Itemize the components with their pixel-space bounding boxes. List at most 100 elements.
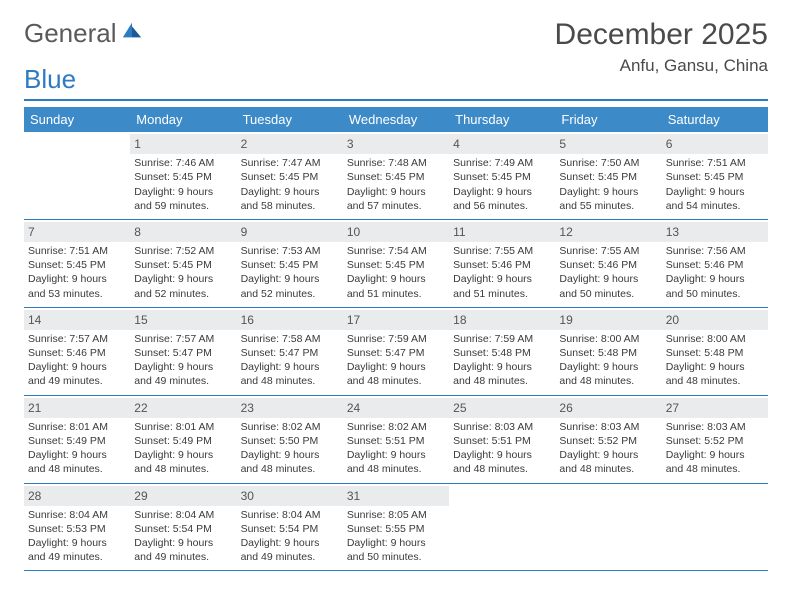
sunrise-text: Sunrise: 7:48 AM bbox=[347, 156, 445, 170]
day-number: 28 bbox=[24, 486, 130, 506]
sunrise-text: Sunrise: 7:47 AM bbox=[241, 156, 339, 170]
daylight-text: Daylight: 9 hours and 48 minutes. bbox=[666, 448, 764, 476]
day-cell: 21Sunrise: 8:01 AMSunset: 5:49 PMDayligh… bbox=[24, 396, 130, 483]
daylight-text: Daylight: 9 hours and 53 minutes. bbox=[28, 272, 126, 300]
daylight-text: Daylight: 9 hours and 56 minutes. bbox=[453, 185, 551, 213]
day-number: 21 bbox=[24, 398, 130, 418]
day-cell bbox=[24, 132, 130, 219]
day-number: 17 bbox=[343, 310, 449, 330]
day-number: 19 bbox=[555, 310, 661, 330]
sunrise-text: Sunrise: 8:04 AM bbox=[241, 508, 339, 522]
daylight-text: Daylight: 9 hours and 48 minutes. bbox=[559, 448, 657, 476]
day-number: 22 bbox=[130, 398, 236, 418]
day-number bbox=[662, 486, 768, 490]
day-cell: 8Sunrise: 7:52 AMSunset: 5:45 PMDaylight… bbox=[130, 220, 236, 307]
day-cell: 2Sunrise: 7:47 AMSunset: 5:45 PMDaylight… bbox=[237, 132, 343, 219]
sunrise-text: Sunrise: 7:53 AM bbox=[241, 244, 339, 258]
sunset-text: Sunset: 5:52 PM bbox=[666, 434, 764, 448]
month-title: December 2025 bbox=[555, 18, 768, 52]
day-number: 18 bbox=[449, 310, 555, 330]
weeks-container: 1Sunrise: 7:46 AMSunset: 5:45 PMDaylight… bbox=[24, 132, 768, 571]
day-cell bbox=[449, 484, 555, 571]
sunrise-text: Sunrise: 7:56 AM bbox=[666, 244, 764, 258]
sunset-text: Sunset: 5:52 PM bbox=[559, 434, 657, 448]
sunrise-text: Sunrise: 8:04 AM bbox=[28, 508, 126, 522]
sunrise-text: Sunrise: 7:46 AM bbox=[134, 156, 232, 170]
day-cell: 19Sunrise: 8:00 AMSunset: 5:48 PMDayligh… bbox=[555, 308, 661, 395]
day-cell: 7 Sunrise: 7:51 AMSunset: 5:45 PMDaylight… bbox=[24, 220, 130, 307]
sunset-text: Sunset: 5:45 PM bbox=[559, 170, 657, 184]
day-number: 9 bbox=[237, 222, 343, 242]
sunset-text: Sunset: 5:45 PM bbox=[28, 258, 126, 272]
day-cell: 23Sunrise: 8:02 AMSunset: 5:50 PMDayligh… bbox=[237, 396, 343, 483]
logo: General bbox=[24, 18, 145, 49]
day-number: 20 bbox=[662, 310, 768, 330]
sunset-text: Sunset: 5:53 PM bbox=[28, 522, 126, 536]
day-cell: 4Sunrise: 7:49 AMSunset: 5:45 PMDaylight… bbox=[449, 132, 555, 219]
sunrise-text: Sunrise: 7:59 AM bbox=[347, 332, 445, 346]
sunrise-text: Sunrise: 7:57 AM bbox=[134, 332, 232, 346]
logo-word-general: General bbox=[24, 18, 117, 49]
daylight-text: Daylight: 9 hours and 49 minutes. bbox=[28, 536, 126, 564]
day-number bbox=[449, 486, 555, 490]
daylight-text: Daylight: 9 hours and 49 minutes. bbox=[241, 536, 339, 564]
day-cell: 11Sunrise: 7:55 AMSunset: 5:46 PMDayligh… bbox=[449, 220, 555, 307]
day-number: 26 bbox=[555, 398, 661, 418]
day-cell: 17Sunrise: 7:59 AMSunset: 5:47 PMDayligh… bbox=[343, 308, 449, 395]
sunset-text: Sunset: 5:51 PM bbox=[347, 434, 445, 448]
sunrise-text: Sunrise: 7:52 AM bbox=[134, 244, 232, 258]
sunrise-text: Sunrise: 7:55 AM bbox=[559, 244, 657, 258]
day-number: 8 bbox=[130, 222, 236, 242]
daylight-text: Daylight: 9 hours and 48 minutes. bbox=[453, 448, 551, 476]
sunset-text: Sunset: 5:46 PM bbox=[559, 258, 657, 272]
day-number bbox=[555, 486, 661, 490]
sunrise-text: Sunrise: 7:59 AM bbox=[453, 332, 551, 346]
sunrise-text: Sunrise: 8:03 AM bbox=[453, 420, 551, 434]
dayhead-thu: Thursday bbox=[449, 107, 555, 132]
sunrise-text: Sunrise: 7:49 AM bbox=[453, 156, 551, 170]
sunset-text: Sunset: 5:54 PM bbox=[134, 522, 232, 536]
title-block: December 2025 Anfu, Gansu, China bbox=[555, 18, 768, 76]
sunrise-text: Sunrise: 8:00 AM bbox=[666, 332, 764, 346]
day-number: 25 bbox=[449, 398, 555, 418]
day-cell bbox=[662, 484, 768, 571]
sunset-text: Sunset: 5:45 PM bbox=[666, 170, 764, 184]
sunset-text: Sunset: 5:45 PM bbox=[134, 170, 232, 184]
daylight-text: Daylight: 9 hours and 54 minutes. bbox=[666, 185, 764, 213]
sunset-text: Sunset: 5:46 PM bbox=[666, 258, 764, 272]
day-cell: 3Sunrise: 7:48 AMSunset: 5:45 PMDaylight… bbox=[343, 132, 449, 219]
sunrise-text: Sunrise: 8:03 AM bbox=[559, 420, 657, 434]
day-number: 24 bbox=[343, 398, 449, 418]
header: General December 2025 Anfu, Gansu, China bbox=[24, 18, 768, 82]
sunset-text: Sunset: 5:48 PM bbox=[559, 346, 657, 360]
day-cell: 28 Sunrise: 8:04 AMSunset: 5:53 PMDayligh… bbox=[24, 484, 130, 571]
day-number: 7 bbox=[24, 222, 130, 242]
daylight-text: Daylight: 9 hours and 57 minutes. bbox=[347, 185, 445, 213]
daylight-text: Daylight: 9 hours and 51 minutes. bbox=[347, 272, 445, 300]
calendar: Sunday Monday Tuesday Wednesday Thursday… bbox=[24, 107, 768, 571]
dayhead-sat: Saturday bbox=[662, 107, 768, 132]
daylight-text: Daylight: 9 hours and 50 minutes. bbox=[347, 536, 445, 564]
sunset-text: Sunset: 5:46 PM bbox=[453, 258, 551, 272]
sunrise-text: Sunrise: 7:50 AM bbox=[559, 156, 657, 170]
sunrise-text: Sunrise: 8:03 AM bbox=[666, 420, 764, 434]
daylight-text: Daylight: 9 hours and 48 minutes. bbox=[666, 360, 764, 388]
day-number: 15 bbox=[130, 310, 236, 330]
sunrise-text: Sunrise: 7:51 AM bbox=[28, 244, 126, 258]
day-number: 16 bbox=[237, 310, 343, 330]
sunrise-text: Sunrise: 7:51 AM bbox=[666, 156, 764, 170]
sunset-text: Sunset: 5:49 PM bbox=[28, 434, 126, 448]
sunset-text: Sunset: 5:45 PM bbox=[347, 170, 445, 184]
day-number: 1 bbox=[130, 134, 236, 154]
day-number: 10 bbox=[343, 222, 449, 242]
sunset-text: Sunset: 5:55 PM bbox=[347, 522, 445, 536]
day-cell: 24Sunrise: 8:02 AMSunset: 5:51 PMDayligh… bbox=[343, 396, 449, 483]
day-cell: 9Sunrise: 7:53 AMSunset: 5:45 PMDaylight… bbox=[237, 220, 343, 307]
day-number: 13 bbox=[662, 222, 768, 242]
dayhead-tue: Tuesday bbox=[237, 107, 343, 132]
daylight-text: Daylight: 9 hours and 48 minutes. bbox=[559, 360, 657, 388]
header-rule bbox=[24, 99, 768, 101]
day-cell: 5Sunrise: 7:50 AMSunset: 5:45 PMDaylight… bbox=[555, 132, 661, 219]
sunset-text: Sunset: 5:45 PM bbox=[134, 258, 232, 272]
day-cell: 31Sunrise: 8:05 AMSunset: 5:55 PMDayligh… bbox=[343, 484, 449, 571]
